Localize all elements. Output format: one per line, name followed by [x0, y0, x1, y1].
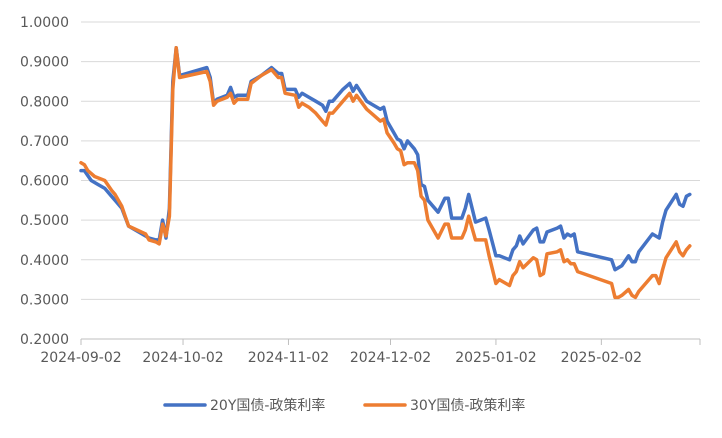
y-tick-label: 0.9000: [20, 55, 69, 71]
y-axis-tick-labels: 0.2000 0.3000 0.4000 0.5000 0.6000 0.7000 0.80…: [20, 15, 69, 348]
legend-label: 30Y国债-政策利率: [410, 397, 525, 414]
x-tick-label: 2024-11-02: [248, 350, 329, 366]
x-tick-label: 2024-09-02: [40, 350, 121, 366]
y-tick-label: 0.5000: [20, 213, 69, 229]
legend: 20Y国债-政策利率 30Y国债-政策利率: [163, 397, 525, 414]
series-line-30y: [79, 46, 692, 300]
y-tick-label: 0.8000: [20, 94, 69, 110]
y-tick-label: 0.4000: [20, 253, 69, 269]
y-tick-label: 0.7000: [20, 134, 69, 150]
y-tick-label: 0.6000: [20, 174, 69, 190]
y-tick-label: 1.0000: [20, 15, 69, 31]
y-tick-label: 0.3000: [20, 292, 69, 308]
x-tick-label: 2024-12-02: [350, 350, 431, 366]
x-axis: 2024-09-02 2024-10-02 2024-11-02 2024-12-02…: [40, 338, 701, 366]
x-tick-label: 2025-02-02: [561, 350, 642, 366]
x-tick-label: 2024-10-02: [142, 350, 223, 366]
x-tick-label: 2025-01-02: [455, 350, 536, 366]
y-tick-label: 0.2000: [20, 332, 69, 348]
series-lines: [79, 46, 692, 300]
legend-label: 20Y国债-政策利率: [210, 397, 325, 414]
